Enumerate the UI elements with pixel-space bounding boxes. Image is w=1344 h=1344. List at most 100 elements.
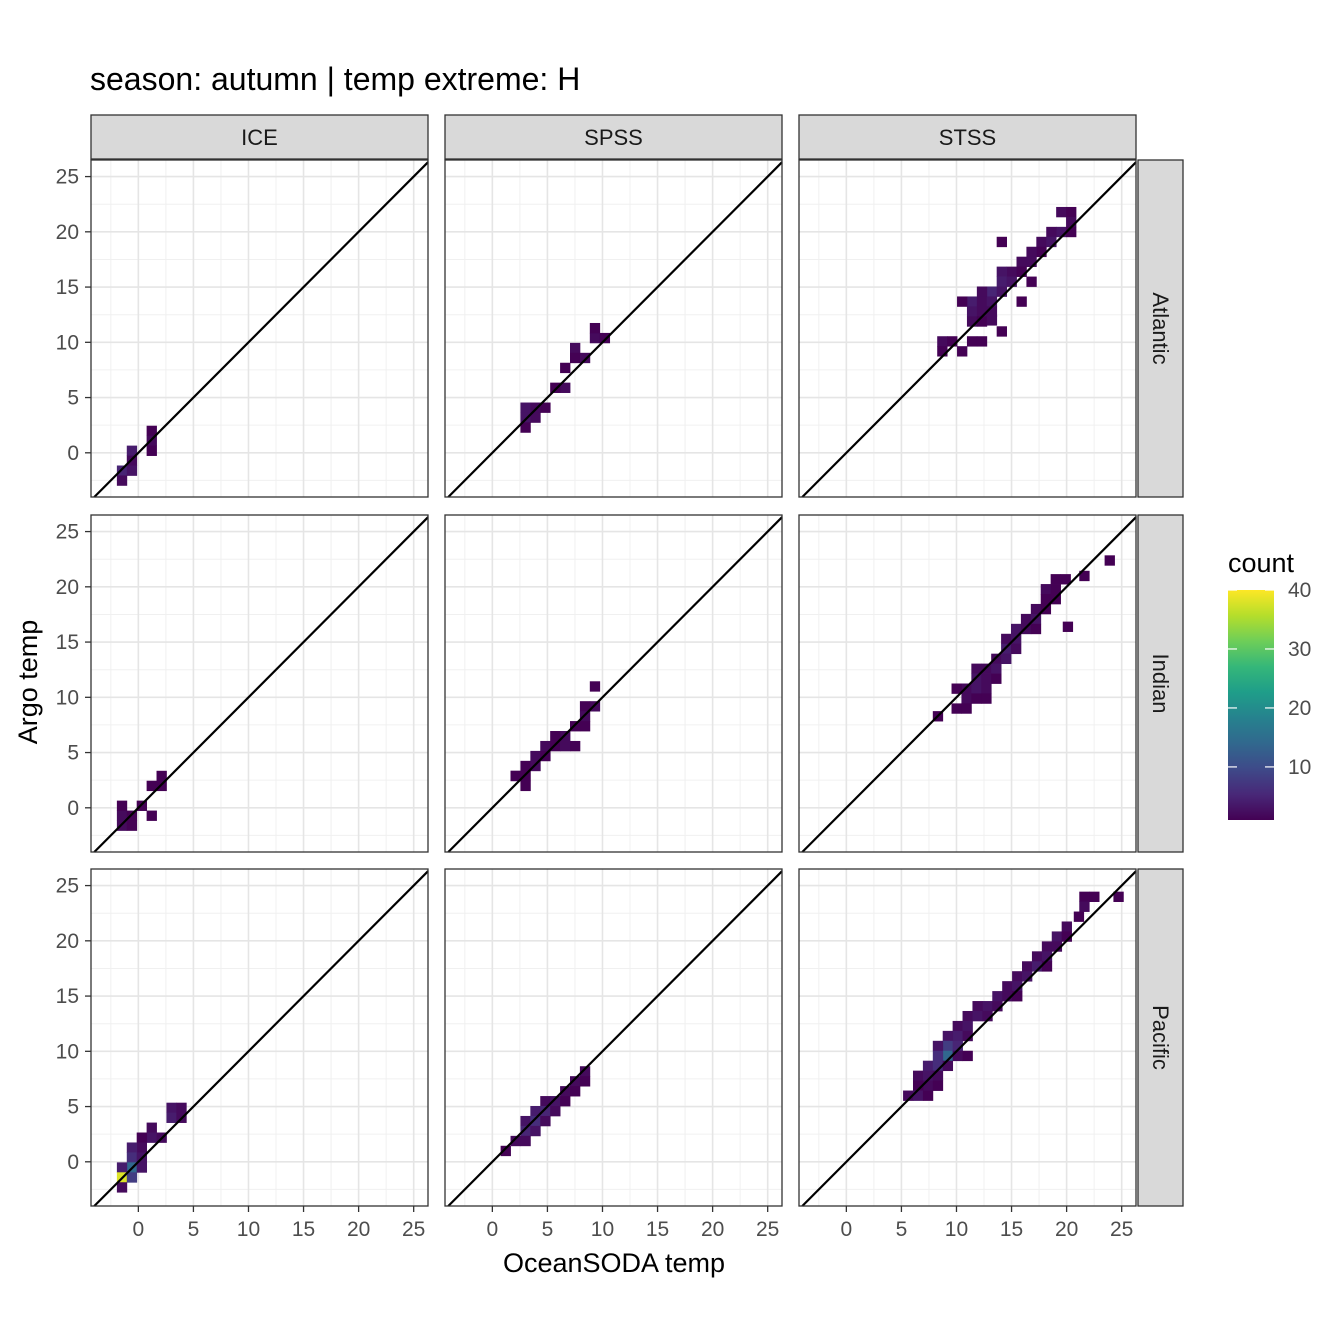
heatmap-cell bbox=[146, 1122, 157, 1133]
x-tick-label: 25 bbox=[756, 1218, 779, 1241]
heatmap-cell bbox=[1061, 931, 1072, 942]
x-tick-label: 25 bbox=[402, 1218, 425, 1241]
heatmap-cell bbox=[966, 296, 978, 307]
heatmap-cell bbox=[540, 1096, 551, 1107]
heatmap-cell bbox=[540, 1106, 551, 1117]
x-tick-label: 10 bbox=[591, 1218, 614, 1241]
y-tick-label: 20 bbox=[56, 576, 79, 599]
heatmap-cell bbox=[976, 286, 988, 297]
heatmap-cell bbox=[1031, 961, 1043, 972]
heatmap-cell bbox=[520, 412, 531, 423]
panel-ice-atlantic bbox=[90, 159, 429, 498]
identity-line bbox=[447, 516, 783, 853]
x-tick-label: 0 bbox=[487, 1218, 499, 1241]
heatmap-cell bbox=[136, 1142, 148, 1153]
heatmap-cell bbox=[560, 362, 571, 374]
y-tick-label: 10 bbox=[56, 1040, 79, 1063]
heatmap-cell bbox=[570, 1086, 581, 1097]
heatmap-cell bbox=[932, 1050, 944, 1062]
heatmap-cell bbox=[1056, 206, 1067, 218]
heatmap-cell bbox=[986, 306, 998, 317]
heatmap-cell bbox=[579, 352, 591, 364]
identity-line bbox=[801, 161, 1137, 498]
panel-ice-indian bbox=[90, 514, 429, 853]
heatmap-cell bbox=[952, 1040, 963, 1052]
heatmap-cell bbox=[126, 1172, 138, 1183]
x-tick-label: 0 bbox=[841, 1218, 853, 1241]
heatmap-cell bbox=[1020, 613, 1032, 625]
heatmap-cell bbox=[957, 346, 968, 357]
heatmap-cell bbox=[530, 1125, 541, 1137]
heatmap-cell bbox=[1026, 276, 1037, 287]
heatmap-cell bbox=[981, 683, 992, 694]
panel-spss-indian bbox=[444, 514, 783, 853]
heatmap-cell bbox=[982, 1010, 993, 1022]
heatmap-cell bbox=[589, 332, 601, 344]
heatmap-cell bbox=[952, 1030, 963, 1042]
heatmap-cell bbox=[1061, 921, 1072, 932]
legend: count 10 20 30 40 bbox=[1228, 548, 1311, 820]
strip-label: Pacific bbox=[1148, 1005, 1173, 1070]
heatmap-cell bbox=[976, 316, 988, 327]
heatmap-cell bbox=[1046, 226, 1057, 238]
heatmap-cell bbox=[922, 1070, 934, 1081]
strip-right-atlantic: Atlantic bbox=[1137, 159, 1184, 498]
y-tick-label: 0 bbox=[67, 797, 79, 820]
heatmap-cell bbox=[951, 683, 962, 694]
heatmap-cell bbox=[922, 1080, 934, 1091]
identity-line bbox=[93, 516, 429, 853]
heatmap-cell bbox=[986, 315, 998, 326]
panel-border bbox=[798, 514, 1137, 853]
heatmap-cell bbox=[560, 1086, 571, 1097]
strip-label: Atlantic bbox=[1148, 292, 1173, 364]
heatmap-cell bbox=[912, 1070, 924, 1081]
chart-title: season: autumn | temp extreme: H bbox=[90, 61, 580, 97]
heatmap-cell bbox=[116, 1182, 128, 1193]
heatmap-cell bbox=[1040, 584, 1052, 595]
heatmap-cell bbox=[126, 465, 138, 476]
heatmap-cell bbox=[126, 445, 138, 456]
y-tick-label: 15 bbox=[56, 985, 79, 1008]
heatmap-cell bbox=[961, 703, 972, 714]
heatmap-cell bbox=[1031, 951, 1043, 962]
heatmap-cell bbox=[992, 991, 1003, 1002]
heatmap-cell bbox=[146, 445, 157, 456]
identity-line bbox=[93, 870, 429, 1207]
x-tick-label: 5 bbox=[188, 1218, 200, 1241]
heatmap-cell bbox=[530, 1106, 541, 1117]
heatmap-cell bbox=[570, 740, 581, 752]
heatmap-cell bbox=[146, 780, 157, 792]
panel-stss-pacific bbox=[798, 868, 1137, 1207]
heatmap-cell bbox=[1051, 941, 1063, 952]
x-axis-ticks: 0 5 10 15 20 25 0 5 10 15 20 25 0 5 10 15 20 25 bbox=[133, 1206, 1133, 1241]
heatmap-cell bbox=[1016, 266, 1027, 277]
y-axis-title: Argo temp bbox=[13, 620, 43, 745]
heatmap-cell bbox=[1066, 216, 1077, 228]
heatmap-cell bbox=[937, 346, 948, 357]
panel-stss-indian bbox=[798, 514, 1137, 853]
heatmap-cell bbox=[1056, 226, 1067, 238]
panel-spss-pacific bbox=[444, 868, 783, 1207]
heatmap-cell bbox=[530, 1115, 541, 1127]
heatmap-cell bbox=[966, 336, 978, 347]
heatmap-cell bbox=[520, 422, 531, 433]
heatmap-cell bbox=[540, 1115, 551, 1127]
heatmap-cell bbox=[991, 673, 1002, 684]
heatmap-cell bbox=[1002, 981, 1013, 992]
heatmap-cell bbox=[1089, 891, 1100, 902]
heatmap-cell bbox=[579, 721, 591, 732]
heatmap-cell bbox=[126, 1152, 138, 1163]
heatmap-cell bbox=[1079, 891, 1090, 902]
heatmap-cell bbox=[1113, 891, 1124, 902]
heatmap-cell bbox=[570, 352, 581, 364]
panel-background bbox=[445, 869, 782, 1206]
legend-tick-label: 10 bbox=[1288, 756, 1311, 779]
heatmap-cell bbox=[1062, 621, 1074, 632]
heatmap-cell bbox=[589, 681, 601, 692]
legend-colorbar bbox=[1228, 590, 1274, 820]
heatmap-cell bbox=[937, 336, 948, 347]
heatmap-cell bbox=[579, 1076, 591, 1087]
heatmap-cell bbox=[116, 800, 128, 811]
heatmap-cell bbox=[976, 296, 988, 307]
panel-border bbox=[798, 868, 1137, 1207]
